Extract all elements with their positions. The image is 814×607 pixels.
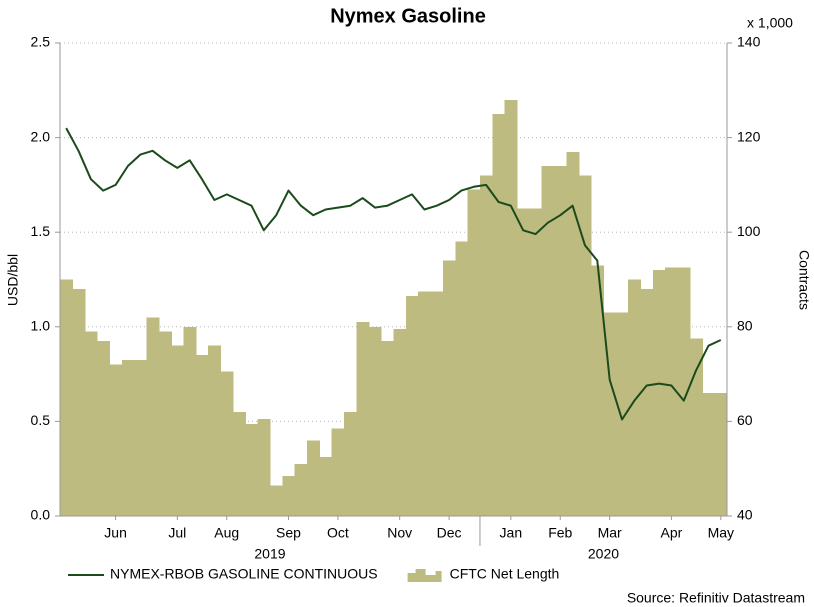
area-step <box>307 440 320 516</box>
x-tick-label: Dec <box>437 525 462 541</box>
area-step <box>566 151 580 517</box>
area-step <box>615 312 629 516</box>
area-step <box>158 331 172 516</box>
area-step <box>652 270 666 516</box>
area-step <box>591 265 605 516</box>
area-step <box>541 165 555 517</box>
area-step <box>405 296 419 516</box>
area-step <box>331 428 345 516</box>
y-tick-label: 1.5 <box>31 223 51 239</box>
x-tick-label: Mar <box>598 525 622 541</box>
x-tick-label: Aug <box>214 525 239 541</box>
x-group-label: 2019 <box>254 546 285 562</box>
area-step <box>84 331 98 516</box>
area-step <box>628 279 642 516</box>
area-step <box>121 359 135 516</box>
area-step <box>183 326 197 516</box>
legend-swatch <box>407 569 442 582</box>
area-step <box>220 371 234 516</box>
area-step <box>689 338 703 516</box>
y2-unit-label: x 1,000 <box>747 15 793 31</box>
area-step <box>232 411 246 516</box>
area-step <box>257 419 271 516</box>
area-step <box>381 340 395 516</box>
area-step <box>418 291 432 516</box>
x-tick-label: Jul <box>168 525 186 541</box>
area-step <box>72 288 86 516</box>
legend-label: CFTC Net Length <box>450 566 560 582</box>
area-step <box>245 423 259 516</box>
area-step <box>455 241 469 516</box>
area-step <box>603 312 617 516</box>
y-tick-label: 2.0 <box>31 128 51 144</box>
area-step <box>702 393 716 516</box>
x-tick-label: Oct <box>327 525 349 541</box>
y2-tick-label: 60 <box>737 412 753 428</box>
area-step <box>430 291 444 516</box>
y-tick-label: 1.0 <box>31 318 51 334</box>
x-tick-label: May <box>708 525 734 541</box>
area-step <box>479 175 493 516</box>
area-step <box>195 355 209 516</box>
area-step <box>442 260 456 516</box>
area-step <box>344 411 358 516</box>
y2-tick-label: 80 <box>737 318 753 334</box>
area-step <box>640 288 654 516</box>
area-step <box>60 279 73 516</box>
area-step <box>517 208 530 517</box>
area-step <box>146 317 160 516</box>
area-step <box>492 113 506 516</box>
area-step <box>356 322 370 516</box>
area-step <box>368 326 382 516</box>
area-step <box>665 267 679 516</box>
legend: NYMEX-RBOB GASOLINE CONTINUOUS CFTC Net L… <box>68 566 559 582</box>
area-step <box>134 359 148 516</box>
area-step <box>504 99 518 516</box>
y2-tick-label: 140 <box>737 34 761 50</box>
area-step <box>171 345 185 516</box>
y2-tick-label: 100 <box>737 223 761 239</box>
area-step <box>208 345 222 516</box>
area-step <box>97 340 111 516</box>
chart-title: Nymex Gasoline <box>330 5 486 27</box>
y-tick-label: 2.5 <box>31 34 51 50</box>
y-axis-title: USD/bbl <box>5 254 21 306</box>
y-tick-label: 0.5 <box>31 412 51 428</box>
x-group-label: 2020 <box>588 546 619 562</box>
x-tick-label: Apr <box>661 525 683 541</box>
y-tick-label: 0.0 <box>31 507 51 523</box>
area-step <box>269 485 283 516</box>
area-step <box>109 364 123 516</box>
x-tick-label: Feb <box>548 525 572 541</box>
source-note: Source: Refinitiv Datastream <box>627 590 805 606</box>
area-step <box>578 175 592 516</box>
area-step <box>393 329 407 516</box>
area-step <box>467 189 481 516</box>
area-step <box>529 208 543 517</box>
x-tick-label: Nov <box>387 525 412 541</box>
area-step <box>282 475 296 516</box>
y2-axis-title: Contracts <box>796 250 812 310</box>
y2-tick-label: 40 <box>737 507 753 523</box>
line-series <box>65 127 722 421</box>
area-step <box>677 267 691 516</box>
x-tick-label: Jan <box>500 525 523 541</box>
area-step <box>294 463 308 516</box>
y2-tick-label: 120 <box>737 128 761 144</box>
area-step <box>319 456 333 516</box>
legend-label: NYMEX-RBOB GASOLINE CONTINUOUS <box>110 566 378 582</box>
area-step <box>714 393 728 516</box>
x-tick-label: Jun <box>104 525 127 541</box>
area-step <box>554 165 568 517</box>
x-tick-label: Sep <box>276 525 301 541</box>
